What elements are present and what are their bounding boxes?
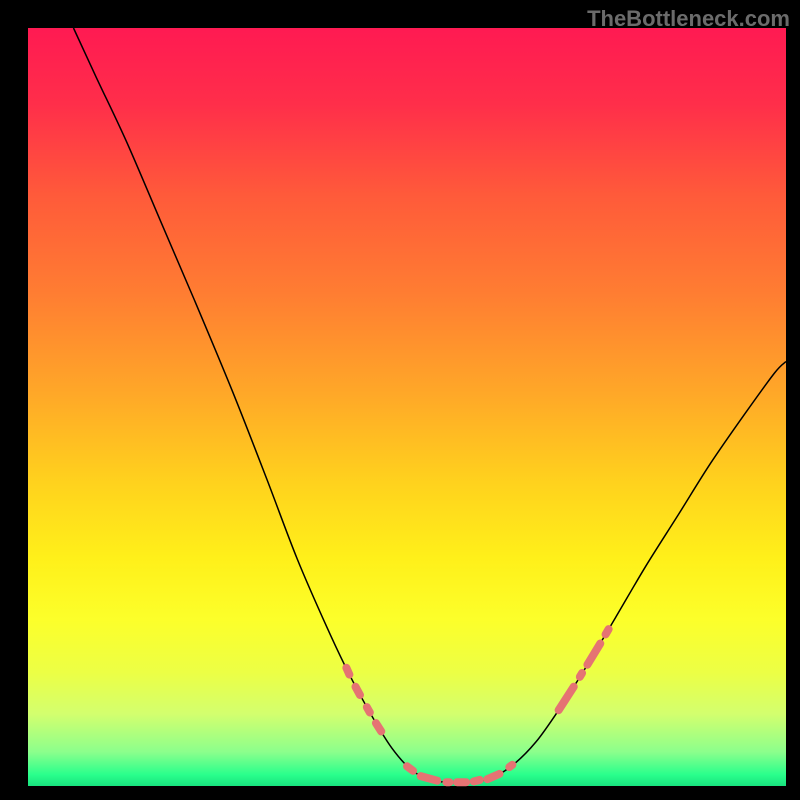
dashed-segment bbox=[474, 780, 480, 782]
dashed-segment bbox=[421, 776, 438, 781]
dashed-segment bbox=[346, 668, 349, 675]
dashed-segment bbox=[580, 673, 582, 677]
dashed-segment bbox=[487, 774, 499, 779]
dashed-segment bbox=[509, 765, 512, 767]
dashed-segment bbox=[606, 629, 609, 634]
dashed-segment bbox=[355, 687, 360, 695]
plot-background bbox=[28, 28, 786, 786]
dashed-segment bbox=[367, 707, 370, 712]
chart-svg bbox=[0, 0, 800, 800]
dashed-segment bbox=[376, 723, 381, 731]
dashed-segment bbox=[407, 766, 413, 771]
bottleneck-chart: TheBottleneck.com bbox=[0, 0, 800, 800]
